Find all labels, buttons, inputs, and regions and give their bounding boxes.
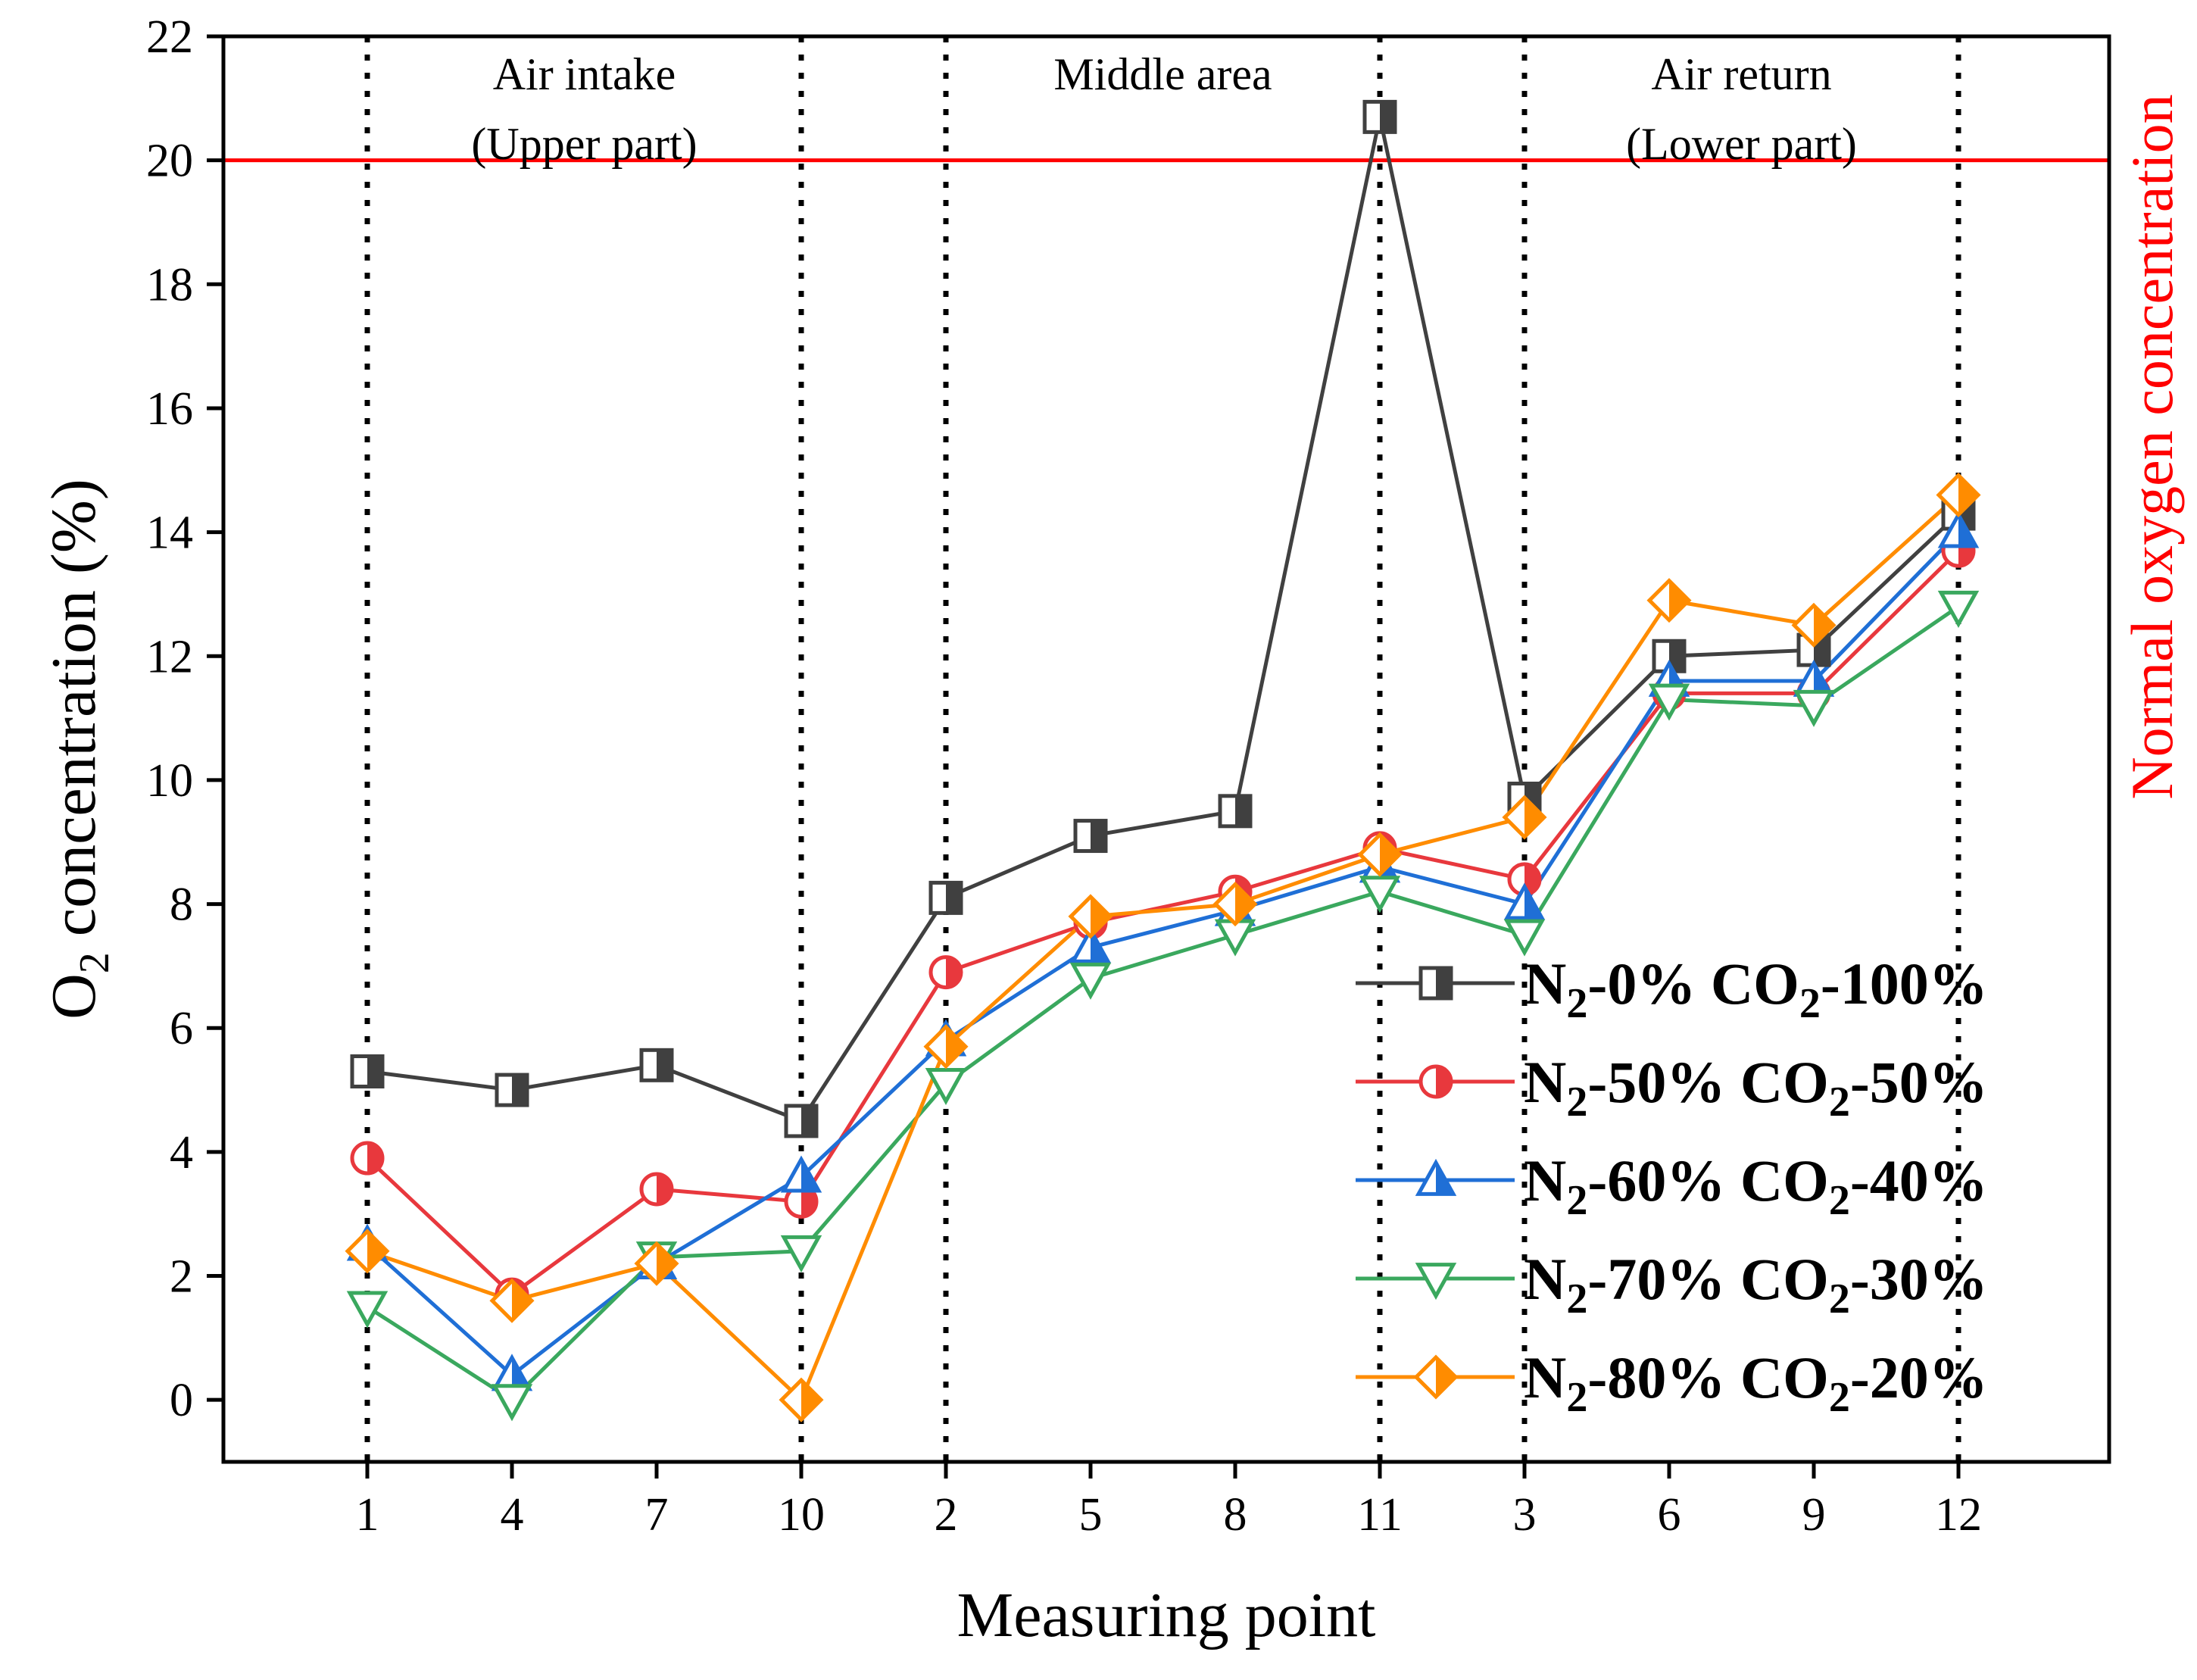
legend-marker-5 [1413,1354,1459,1400]
legend-marker-2 [1418,1064,1453,1099]
legend-marker-4 [1415,1263,1457,1301]
region-label-3: Air return (Lower part) [1626,49,1857,169]
region-label-2: Middle area [1053,49,1272,99]
data-point-s4-10 [1648,683,1690,721]
legend-label-5: N2-80% CO2-20% [1524,1344,1988,1421]
data-point-s5-7 [1212,882,1258,927]
x-tick-label: 12 [1935,1489,1982,1541]
data-point-s4-11 [1793,689,1835,727]
x-tick-label: 4 [501,1489,524,1541]
data-point-s1-5 [928,880,963,915]
x-tick-label: 10 [778,1489,825,1541]
y-tick-label: 14 [146,507,193,559]
data-point-s2-5 [928,955,963,990]
y-tick-label: 6 [170,1003,193,1054]
data-point-s1-3 [639,1048,674,1082]
data-point-s4-6 [1069,962,1112,1000]
data-point-s4-2 [491,1384,533,1422]
x-tick-label: 8 [1224,1489,1247,1541]
legend-label-3: N2-60% CO2-40% [1524,1148,1988,1224]
data-point-s4-9 [1503,919,1546,957]
series-line-2 [366,549,1960,1297]
data-point-s4-1 [346,1291,389,1329]
legend-marker-1 [1418,966,1453,1001]
y-tick-label: 20 [146,136,193,187]
y-tick-label: 16 [146,383,193,435]
data-point-s5-1 [345,1229,390,1274]
data-point-s1-1 [350,1054,385,1088]
x-tick-label: 1 [356,1489,379,1541]
x-tick-label: 7 [645,1489,669,1541]
y-tick-label: 10 [146,755,193,807]
y-axis-title: O2 concentration (%) [39,479,118,1020]
data-point-s5-9 [1502,795,1547,840]
x-axis-title: Measuring point [957,1580,1376,1650]
plot-frame [221,34,2111,1464]
y-tick-label: 12 [146,631,193,682]
data-point-s5-5 [923,1024,969,1070]
y-tick-label: 4 [170,1127,193,1179]
data-point-s1-4 [784,1104,819,1138]
data-point-s4-4 [780,1235,822,1272]
data-point-s5-3 [634,1241,679,1286]
x-tick-label: 6 [1658,1489,1681,1541]
data-point-s3-9 [1503,882,1546,920]
x-tick-label: 9 [1802,1489,1826,1541]
legend-marker-3 [1415,1158,1457,1196]
data-point-s1-2 [495,1073,529,1107]
y-tick-label: 2 [170,1251,193,1303]
data-point-s1-8 [1362,99,1397,134]
series-line-1 [367,116,1960,1124]
series-line-4 [366,604,1960,1403]
data-point-s2-4 [784,1184,819,1219]
data-point-s5-12 [1936,472,1981,518]
series-line-5 [367,493,1960,1404]
normal-oxygen-label: Normal oxygen concentration [2119,94,2185,799]
data-point-s3-6 [1069,926,1112,963]
data-point-s5-8 [1357,832,1403,877]
data-point-s5-11 [1791,602,1837,648]
y-tick-label: 8 [170,879,193,931]
legend-label-4: N2-70% CO2-30% [1524,1246,1988,1322]
region-label-1: Air intake (Upper part) [471,49,697,169]
data-point-s4-8 [1359,876,1401,913]
data-point-s3-4 [780,1155,822,1193]
data-point-s5-4 [779,1377,824,1422]
data-point-s1-7 [1218,794,1253,829]
data-point-s1-6 [1073,819,1108,854]
legend-label-1: N2-0% CO2-100% [1524,951,1988,1027]
data-point-s4-12 [1937,590,1980,628]
data-point-s2-1 [350,1141,385,1176]
x-tick-label: 11 [1357,1489,1403,1541]
data-point-s3-12 [1937,511,1980,548]
data-point-s5-10 [1646,578,1692,623]
data-point-s4-5 [925,1067,967,1106]
x-tick-label: 5 [1079,1489,1103,1541]
x-tick-label: 3 [1513,1489,1537,1541]
y-tick-label: 22 [146,11,193,63]
data-point-s2-3 [639,1172,674,1207]
y-tick-label: 0 [170,1375,193,1426]
data-point-s5-2 [489,1278,535,1323]
legend-label-2: N2-50% CO2-50% [1524,1049,1988,1126]
y-tick-label: 18 [146,259,193,311]
data-point-s5-6 [1068,894,1113,939]
x-tick-label: 2 [935,1489,958,1541]
